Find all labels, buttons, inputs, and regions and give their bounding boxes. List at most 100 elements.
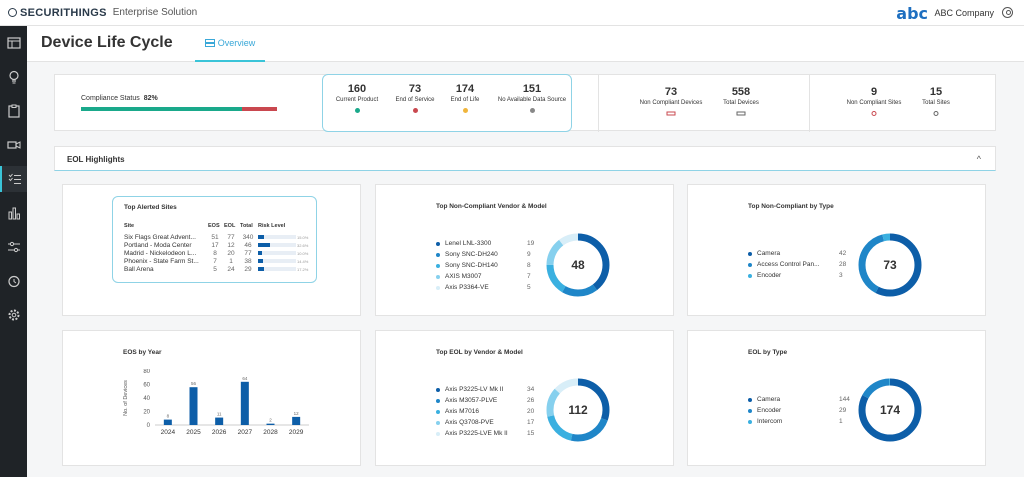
user-icon[interactable] [1002, 7, 1013, 18]
tab-overview[interactable]: Overview [195, 26, 265, 62]
legend-swatch [436, 285, 440, 290]
vendor-donut: 48 [546, 233, 610, 297]
y-tick-label: 60 [143, 383, 150, 389]
eos-count: 8 [213, 250, 217, 257]
bar[interactable] [163, 419, 172, 425]
eos-by-year-card: EOS by Year 0 20 40 60 80 No. of Devices 8 2024… [62, 330, 361, 466]
bar[interactable] [215, 417, 224, 425]
divider [809, 75, 810, 132]
sliders-icon[interactable] [0, 234, 27, 260]
legend-item[interactable]: Axis P3225-LVE Mk II 15 [436, 428, 534, 439]
donut-slice[interactable] [858, 378, 922, 442]
camera-icon[interactable] [0, 132, 27, 158]
legend-item[interactable]: Sony SNC-DH240 9 [436, 249, 534, 260]
lifecycle-stats-box[interactable]: 160 Current Product 73 End of Service 174 E… [322, 74, 572, 132]
clipboard-icon[interactable] [0, 98, 27, 124]
legend-item[interactable]: Access Control Pan... 28 [748, 259, 846, 270]
legend-label: Camera [757, 396, 781, 403]
lightbulb-icon[interactable] [0, 64, 27, 90]
chevron-up-icon[interactable]: ^ [976, 154, 981, 164]
table-row[interactable]: Madrid - Nickelodeon L... 8 20 77 10.0% [124, 250, 310, 258]
legend-item[interactable]: Intercom 1 [748, 416, 850, 427]
stat-current-product: 160 Current Product [327, 83, 387, 113]
data-label: 2 [269, 418, 272, 423]
table-row[interactable]: Portland - Moda Center 17 12 46 32.6% [124, 242, 310, 250]
risk-pct: 15.0% [297, 235, 309, 240]
bar[interactable] [266, 423, 275, 425]
legend-label: Axis P3364-VE [445, 284, 489, 291]
total-count: 38 [244, 258, 252, 265]
legend-item[interactable]: Axis Q3708-PVE 17 [436, 417, 534, 428]
status-dot [354, 108, 360, 113]
dashboard-icon[interactable] [0, 30, 27, 56]
device-icon [736, 111, 746, 116]
bar[interactable] [189, 387, 198, 425]
col-site: Site [124, 223, 135, 229]
checklist-icon[interactable] [0, 166, 27, 192]
status-dot [529, 108, 535, 113]
total-count: 77 [244, 250, 252, 257]
donut-slice[interactable] [546, 233, 610, 297]
donut-slice[interactable] [546, 378, 610, 442]
stat-non-compliant-sites: 9 Non Compliant Sites [834, 86, 914, 117]
app-logo[interactable]: SECURITHINGS Enterprise Solution [8, 7, 197, 19]
legend-item[interactable]: Axis P3364-VE 5 [436, 282, 534, 293]
gear-icon[interactable] [0, 302, 27, 328]
eol-vendor-legend: Axis P3225-LV Mk II 34 Axis M3057-PLVE 26 Ax… [436, 384, 534, 439]
legend-item[interactable]: Sony SNC-DH140 8 [436, 260, 534, 271]
risk-bar [258, 267, 296, 272]
stat-label: End of Life [450, 97, 480, 103]
legend-item[interactable]: Axis M7016 20 [436, 406, 534, 417]
bar-chart-icon[interactable] [0, 200, 27, 226]
top-alerted-sites-card: Top Alerted Sites Site EOS EOL Total Risk Le… [62, 184, 361, 316]
risk-bar-fill [258, 251, 262, 256]
donut-slice[interactable] [858, 233, 922, 297]
legend-item[interactable]: Axis M3057-PLVE 26 [436, 395, 534, 406]
donut-slice[interactable] [546, 378, 610, 442]
legend-item[interactable]: Camera 42 [748, 248, 846, 259]
stat-value: 9 [870, 86, 878, 98]
bar[interactable] [292, 416, 301, 425]
legend-label: Sony SNC-DH140 [445, 262, 498, 269]
legend-label: Sony SNC-DH240 [445, 251, 498, 258]
legend-swatch [748, 419, 752, 424]
legend-swatch [748, 408, 752, 413]
timer-icon[interactable] [0, 268, 27, 294]
eos-count: 7 [213, 258, 217, 265]
legend-item[interactable]: Lenel LNL-3300 19 [436, 238, 534, 249]
legend-item[interactable]: Axis P3225-LV Mk II 34 [436, 384, 534, 395]
legend-item[interactable]: AXIS M3007 7 [436, 271, 534, 282]
risk-pct: 32.6% [297, 243, 309, 248]
table-row[interactable]: Ball Arena 5 24 29 17.2% [124, 266, 310, 274]
total-count: 29 [244, 266, 252, 273]
table-row[interactable]: Six Flags Great Advent... 51 77 340 15.0% [124, 234, 310, 242]
legend-item[interactable]: Encoder 3 [748, 270, 846, 281]
legend-label: Encoder [757, 272, 782, 279]
legend-label: Camera [757, 250, 781, 257]
eol-count: 77 [227, 234, 235, 241]
donut-slice[interactable] [546, 378, 610, 442]
stat-label: End of Service [395, 97, 435, 103]
table-row[interactable]: Phoenix - State Farm St... 7 1 38 14.4% [124, 258, 310, 266]
tab-overview-label: Overview [217, 38, 256, 48]
legend-label: Access Control Pan... [757, 261, 820, 268]
eol-vendor-card: Top EOL by Vendor & Model Axis P3225-LV … [375, 330, 674, 466]
donut-slice[interactable] [546, 233, 610, 297]
location-pin-icon [933, 111, 939, 116]
eol-highlights-header[interactable]: EOL Highlights ^ [54, 146, 996, 171]
donut-slice[interactable] [546, 233, 610, 297]
donut-slice[interactable] [858, 233, 922, 297]
legend-swatch [748, 251, 752, 256]
card-title: EOL by Type [748, 349, 788, 356]
legend-label: Lenel LNL-3300 [445, 240, 492, 247]
y-tick-label: 20 [143, 410, 150, 416]
bar[interactable] [240, 381, 249, 425]
alerted-sites-table: Site EOS EOL Total Risk Level Six Flags Grea… [124, 223, 310, 274]
eol-type-legend: Camera 144 Encoder 29 Intercom 1 [748, 394, 850, 427]
legend-value: 20 [527, 408, 535, 415]
site-name: Madrid - Nickelodeon L... [124, 250, 197, 257]
legend-item[interactable]: Camera 144 [748, 394, 850, 405]
stat-value: 174 [455, 83, 475, 95]
legend-item[interactable]: Encoder 29 [748, 405, 850, 416]
legend-value: 144 [839, 396, 850, 403]
